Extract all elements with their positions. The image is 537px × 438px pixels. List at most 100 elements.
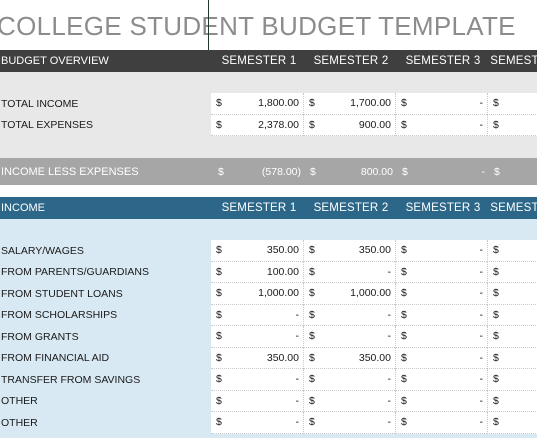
income-semester-4-header[interactable]: SEMEST [490, 202, 537, 214]
income-semester-3-cell[interactable]: $ - [395, 261, 487, 283]
income-semester-2-cell[interactable]: $ - [303, 326, 395, 348]
income-row-label[interactable]: FROM GRANTS [1, 330, 79, 343]
income-semester-1-cell[interactable]: $100.00 [211, 261, 303, 283]
income-value: 350.00 [266, 351, 299, 364]
income-value: - [295, 373, 300, 386]
income-semester-4-cell[interactable]: $ [487, 369, 537, 391]
income-semester-4-cell[interactable]: $ [487, 283, 537, 305]
income-semester-1-cell[interactable]: $ - [211, 390, 303, 412]
income-value: 350.00 [358, 244, 391, 257]
overview-semester-3-cell[interactable]: $ - [395, 93, 487, 115]
income-semester-4-cell[interactable]: $ [487, 326, 537, 348]
currency-symbol: $ [216, 373, 222, 386]
income-value: - [479, 373, 484, 386]
income-row-label[interactable]: TRANSFER FROM SAVINGS [1, 373, 141, 386]
income-value: - [479, 287, 484, 300]
currency-symbol: $ [218, 165, 224, 178]
income-semester-4-cell[interactable]: $ [487, 261, 537, 283]
income-semester-2-cell[interactable]: $ - [303, 369, 395, 391]
income-semester-2-cell[interactable]: $1,000.00 [303, 283, 395, 305]
overview-semester-2-header[interactable]: SEMESTER 2 [313, 55, 389, 67]
income-semester-4-cell[interactable]: $ [487, 304, 537, 326]
overview-semester-4-header[interactable]: SEMEST [490, 55, 537, 67]
currency-symbol: $ [310, 165, 316, 178]
income-semester-1-header[interactable]: SEMESTER 1 [221, 202, 297, 214]
income-row-label[interactable]: FROM PARENTS/GUARDIANS [1, 266, 149, 279]
income-semester-4-cell[interactable]: $ [487, 347, 537, 369]
currency-symbol: $ [401, 265, 407, 278]
income-semester-1-cell[interactable]: $350.00 [211, 240, 303, 262]
currency-symbol: $ [309, 394, 315, 407]
overview-semester-3-header[interactable]: SEMESTER 3 [405, 55, 481, 67]
currency-symbol: $ [493, 97, 499, 110]
income-semester-3-cell[interactable]: $ - [395, 390, 487, 412]
net-value: - [481, 165, 486, 178]
income-semester-3-cell[interactable]: $ - [395, 240, 487, 262]
income-semester-3-cell[interactable]: $ - [395, 369, 487, 391]
income-value: - [295, 330, 300, 343]
income-semester-1-cell[interactable]: $ - [211, 412, 303, 434]
income-semester-4-cell[interactable]: $ [487, 412, 537, 434]
income-row-label[interactable]: OTHER [1, 416, 38, 429]
income-semester-3-cell[interactable]: $ - [395, 347, 487, 369]
currency-symbol: $ [493, 287, 499, 300]
income-semester-2-header[interactable]: SEMESTER 2 [313, 202, 389, 214]
overview-semester-1-cell[interactable]: $2,378.00 [211, 114, 303, 136]
overview-row-label[interactable]: TOTAL EXPENSES [1, 119, 94, 132]
income-semester-2-cell[interactable]: $ - [303, 390, 395, 412]
income-semester-1-cell[interactable]: $ - [211, 326, 303, 348]
overview-semester-4-cell[interactable]: $ [487, 93, 537, 115]
net-semester-4[interactable]: $ [489, 166, 537, 178]
currency-symbol: $ [309, 330, 315, 343]
currency-symbol: $ [401, 308, 407, 321]
overview-semester-2-cell[interactable]: $1,700.00 [303, 93, 395, 115]
income-semester-2-cell[interactable]: $350.00 [303, 240, 395, 262]
currency-symbol: $ [493, 330, 499, 343]
income-semester-2-cell[interactable]: $350.00 [303, 347, 395, 369]
income-row-label[interactable]: FROM STUDENT LOANS [1, 287, 123, 300]
overview-semester-1-cell[interactable]: $1,800.00 [211, 93, 303, 115]
income-semester-4-cell[interactable]: $ [487, 390, 537, 412]
overview-row-label[interactable]: TOTAL INCOME [1, 97, 79, 110]
income-less-expenses-label: INCOME LESS EXPENSES [1, 165, 139, 178]
income-row-label[interactable]: FROM SCHOLARSHIPS [1, 309, 118, 322]
overview-semester-2-cell[interactable]: $900.00 [303, 114, 395, 136]
income-value: 350.00 [358, 351, 391, 364]
currency-symbol: $ [216, 287, 222, 300]
overview-value: - [479, 118, 484, 131]
overview-semester-4-cell[interactable]: $ [487, 114, 537, 136]
income-semester-1-cell[interactable]: $ - [211, 304, 303, 326]
income-semester-3-cell[interactable]: $ - [395, 304, 487, 326]
income-semester-3-header[interactable]: SEMESTER 3 [405, 202, 481, 214]
income-semester-3-cell[interactable]: $ - [395, 412, 487, 434]
income-semester-2-cell[interactable]: $ - [303, 304, 395, 326]
income-row-label[interactable]: FROM FINANCIAL AID [1, 352, 110, 365]
currency-symbol: $ [216, 265, 222, 278]
currency-symbol: $ [493, 394, 499, 407]
overview-value: 2,378.00 [258, 118, 299, 131]
income-row-label[interactable]: SALARY/WAGES [1, 244, 84, 257]
budget-overview-title: BUDGET OVERVIEW [1, 55, 109, 67]
net-semester-3[interactable]: $ - [397, 166, 489, 178]
overview-row: TOTAL INCOME $1,800.00 $1,700.00 $ - $ [0, 93, 537, 115]
overview-rows: TOTAL INCOME $1,800.00 $1,700.00 $ - $ TOTAL E… [0, 93, 537, 136]
income-semester-1-cell[interactable]: $ - [211, 369, 303, 391]
income-semester-1-cell[interactable]: $1,000.00 [211, 283, 303, 305]
overview-semester-3-cell[interactable]: $ - [395, 114, 487, 136]
overview-semester-1-header[interactable]: SEMESTER 1 [221, 55, 297, 67]
currency-symbol: $ [309, 97, 315, 110]
income-semester-3-cell[interactable]: $ - [395, 283, 487, 305]
income-semester-2-cell[interactable]: $ - [303, 412, 395, 434]
income-title: INCOME [1, 202, 45, 214]
overview-value: - [479, 97, 484, 110]
net-semester-1[interactable]: $ (578.00) [213, 166, 305, 178]
income-semester-2-cell[interactable]: $ - [303, 261, 395, 283]
income-semester-3-cell[interactable]: $ - [395, 326, 487, 348]
currency-symbol: $ [401, 394, 407, 407]
net-semester-2[interactable]: $ 800.00 [305, 166, 397, 178]
currency-symbol: $ [309, 265, 315, 278]
income-value: - [479, 330, 484, 343]
income-semester-1-cell[interactable]: $350.00 [211, 347, 303, 369]
income-row-label[interactable]: OTHER [1, 395, 38, 408]
income-semester-4-cell[interactable]: $ [487, 240, 537, 262]
